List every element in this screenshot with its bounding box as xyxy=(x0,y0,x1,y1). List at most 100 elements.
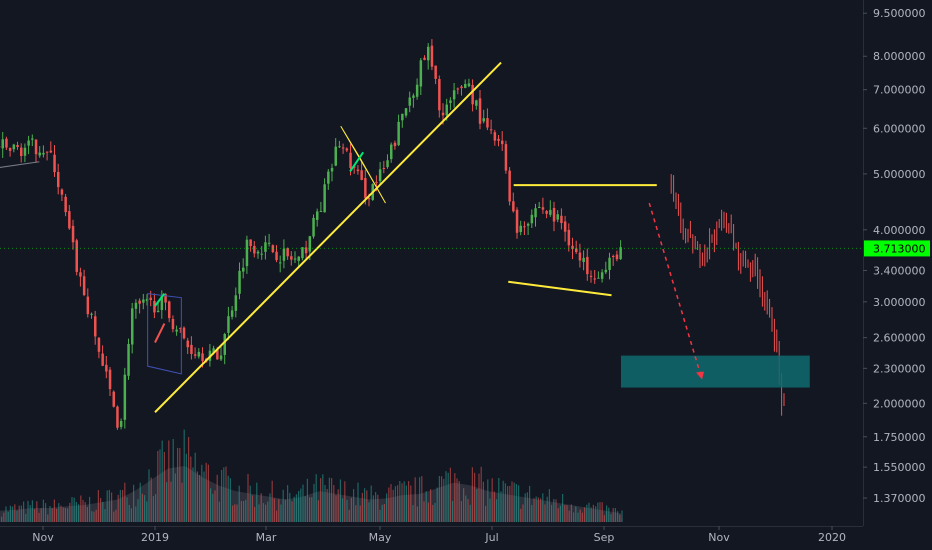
time-axis[interactable]: Nov 2019 Mar May Jul Sep Nov 2020 xyxy=(32,526,846,544)
volume-bar xyxy=(49,506,51,522)
candle-up xyxy=(260,253,263,255)
candle-up xyxy=(279,262,282,264)
candle-up xyxy=(404,108,408,116)
volume-bar xyxy=(108,489,110,522)
volume-bar xyxy=(337,489,339,522)
volume-bar xyxy=(31,500,33,522)
volume-bar xyxy=(364,488,366,522)
candle-down xyxy=(345,148,349,151)
volume-bar xyxy=(247,474,249,522)
volume-bar xyxy=(91,511,93,522)
candle-down xyxy=(86,296,90,315)
volume-bar xyxy=(188,437,190,522)
volume-bar xyxy=(531,505,533,522)
volume-bar xyxy=(322,474,324,522)
candle-up xyxy=(482,118,485,122)
volume-bar xyxy=(210,488,212,522)
candle-down xyxy=(168,301,171,319)
candle-down xyxy=(164,293,167,303)
volume-bar xyxy=(234,504,236,522)
volume-bar xyxy=(7,511,9,522)
volume-bar xyxy=(577,512,579,522)
volume-bar xyxy=(526,492,528,522)
volume-bar xyxy=(64,508,66,522)
volume-bar xyxy=(480,466,482,522)
volume-bar xyxy=(269,493,271,522)
volume-bar xyxy=(588,502,590,522)
volume-bar xyxy=(454,473,456,522)
volume-bar xyxy=(375,492,377,522)
volume-bar xyxy=(421,476,423,522)
volume-bar xyxy=(339,479,341,522)
volume-bar xyxy=(353,489,355,522)
candle-down xyxy=(560,215,563,223)
candle-up xyxy=(145,298,149,302)
volume-bar xyxy=(441,476,443,522)
volume-bar xyxy=(313,483,315,522)
volume-bar xyxy=(603,515,605,522)
volume-bar xyxy=(355,505,357,522)
candle-down xyxy=(430,45,434,67)
volume-bar xyxy=(463,488,465,522)
volume-bar xyxy=(509,485,511,522)
price-tick-label: 5.000000 xyxy=(873,168,926,181)
candle-down xyxy=(434,65,437,79)
volume-histogram xyxy=(0,429,623,522)
volume-bar xyxy=(361,492,363,522)
trendline-channel-bottom xyxy=(508,280,612,297)
volume-bar xyxy=(346,499,348,522)
volume-bar xyxy=(295,494,297,522)
volume-bar xyxy=(256,482,258,522)
candle-down xyxy=(82,276,86,295)
volume-bar xyxy=(82,499,84,522)
volume-bar xyxy=(240,501,242,522)
volume-bar xyxy=(14,504,16,522)
volume-bar xyxy=(377,494,379,522)
candle-up xyxy=(12,144,16,150)
candle-up xyxy=(412,95,415,98)
candle-down xyxy=(304,247,308,254)
volume-bar xyxy=(304,496,306,522)
volume-bar xyxy=(51,508,53,522)
price-axis[interactable]: 9.500000 8.000000 7.000000 6.000000 5.000000… xyxy=(863,7,926,505)
volume-bar xyxy=(271,480,273,522)
candle-down xyxy=(108,369,112,390)
price-tick-label: 9.500000 xyxy=(873,7,926,20)
candle-up xyxy=(390,144,393,160)
volume-bar xyxy=(350,497,352,522)
volume-bar xyxy=(427,502,429,522)
volume-bar xyxy=(216,474,218,522)
candle-down xyxy=(101,353,104,366)
candle-down xyxy=(367,198,371,200)
candle-up xyxy=(245,239,249,267)
candle-up xyxy=(197,351,201,357)
volume-bar xyxy=(443,478,445,522)
volume-bar xyxy=(397,485,399,522)
candle-down xyxy=(8,147,12,151)
candle-up xyxy=(538,207,541,208)
volume-bar xyxy=(317,500,319,522)
candle-up xyxy=(475,100,478,106)
volume-bar xyxy=(445,471,447,522)
time-tick-label: 2019 xyxy=(141,531,169,544)
volume-bar xyxy=(542,493,544,522)
candle-up xyxy=(234,295,238,311)
volume-bar xyxy=(163,452,165,522)
candle-down xyxy=(45,151,49,153)
volume-bar xyxy=(166,482,168,522)
volume-bar xyxy=(262,503,264,522)
volume-bar xyxy=(159,449,161,522)
volume-bar xyxy=(617,511,619,522)
volume-bar xyxy=(359,505,361,522)
volume-bar xyxy=(199,475,201,522)
time-tick-label: 2020 xyxy=(818,531,846,544)
volume-bar xyxy=(9,505,11,522)
volume-bar xyxy=(540,498,542,522)
candle-up xyxy=(238,270,241,294)
candle-up xyxy=(323,184,326,213)
volume-bar xyxy=(60,505,62,522)
volume-bar xyxy=(520,508,522,522)
candle-up xyxy=(38,152,41,156)
candle-down xyxy=(341,147,345,149)
